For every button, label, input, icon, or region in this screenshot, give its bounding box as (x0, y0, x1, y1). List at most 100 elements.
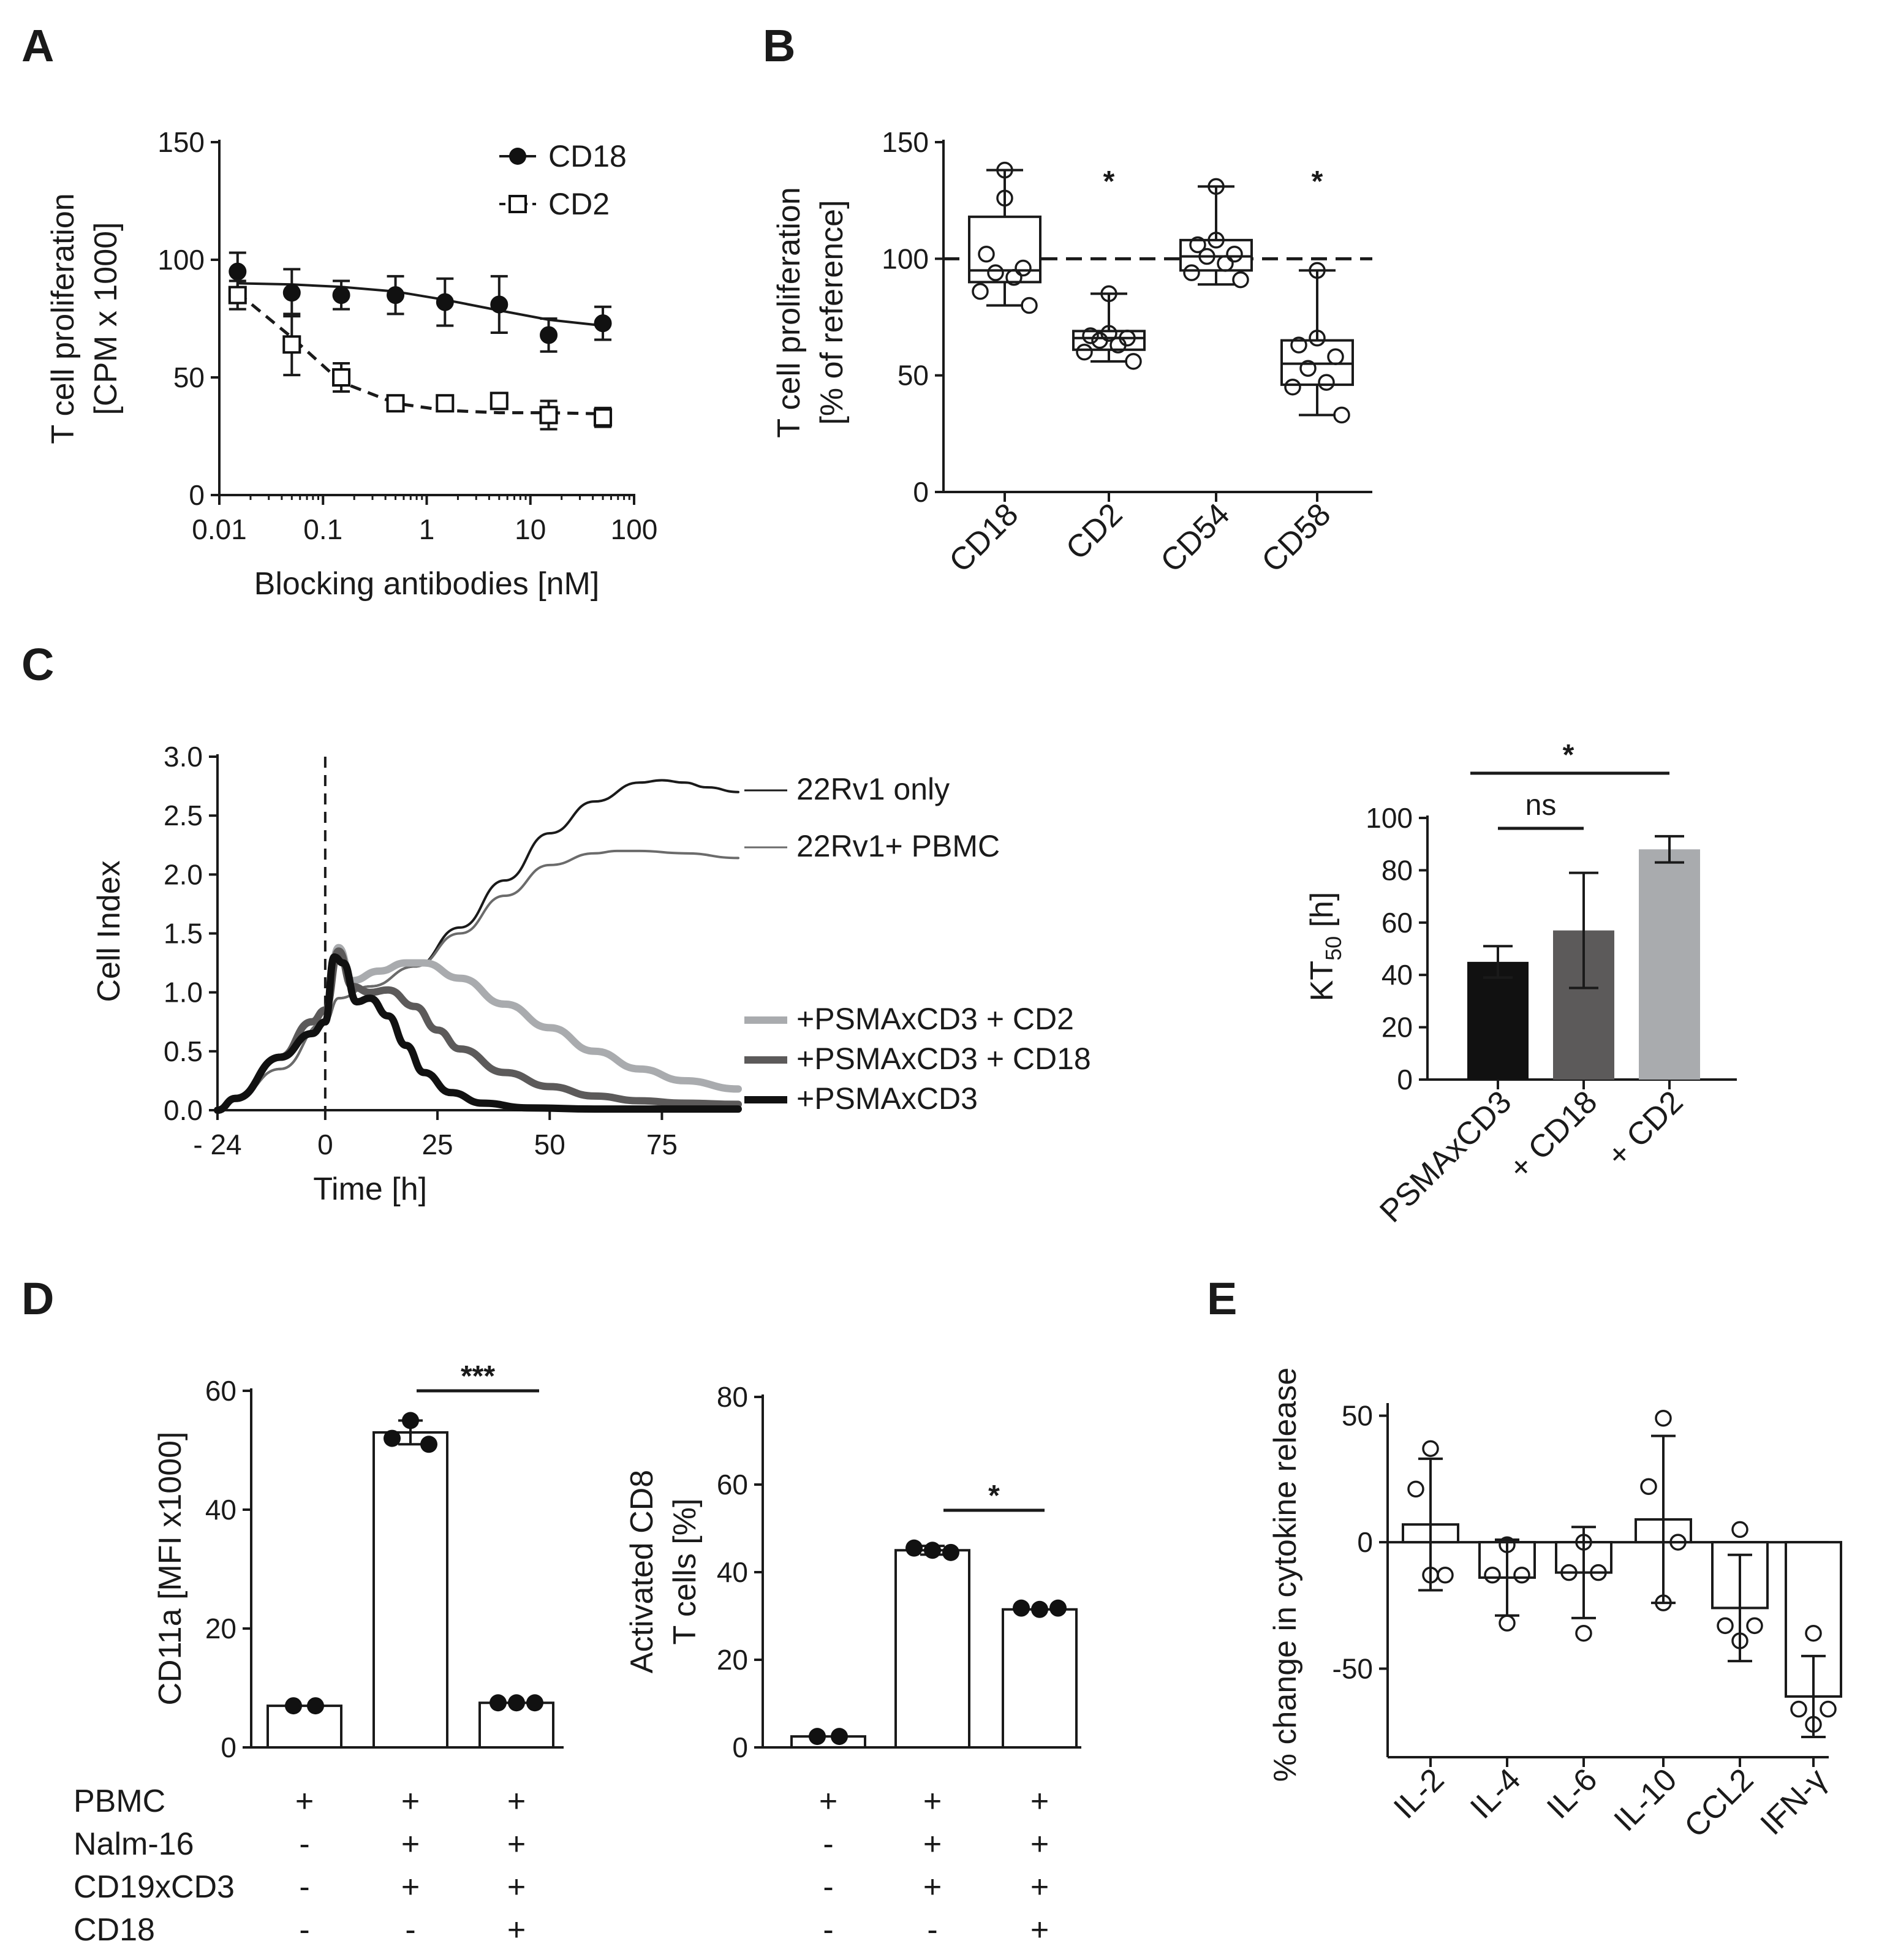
a-point-cd2 (228, 286, 247, 305)
b-point (987, 264, 1004, 281)
d2-point (831, 1728, 848, 1746)
c1-series-line (216, 849, 739, 1111)
c1-y-tick-label: 3.0 (164, 741, 203, 773)
c2-y-label: KT50 [h] (1304, 892, 1346, 1002)
d2-bar (1002, 1608, 1078, 1749)
d1-point (384, 1429, 401, 1447)
condition-mark: + (507, 1912, 526, 1948)
e-point (1655, 1410, 1672, 1427)
a-point-cd2 (539, 406, 558, 425)
b-point (1082, 327, 1099, 344)
conditions-table: PBMC Nalm-16 CD19xCD3 CD18 + - - - + + + - + + + + + - - - +… (74, 1784, 1049, 1948)
c1-legend-label: +PSMAxCD3 + CD18 (796, 1042, 1091, 1076)
d1-point (490, 1694, 507, 1712)
a-point-cd2 (436, 394, 455, 413)
condition-mark: - (927, 1912, 937, 1948)
b-x-tick-label: CD54 (1154, 496, 1236, 579)
d1-point (307, 1697, 324, 1715)
b-point (1284, 378, 1301, 396)
d2-bar (790, 1735, 866, 1749)
b-point (1208, 178, 1225, 195)
c2-x-tick-label: PSMAxCD3 (1373, 1084, 1518, 1229)
c2-y-tick-label: 60 (1382, 907, 1413, 939)
b-point (1189, 236, 1206, 254)
e-y-tick-label: -50 (1332, 1653, 1373, 1685)
condition-mark: + (295, 1784, 314, 1819)
c2-comparison-label-ns: ns (1525, 789, 1557, 822)
b-y-label-2: [% of reference] (814, 200, 850, 425)
d1-y-tick-label: 40 (205, 1494, 236, 1526)
c1-y-label: Cell Index (91, 860, 127, 1002)
b-x-tick-label: CD58 (1255, 496, 1337, 579)
e-point (1669, 1534, 1687, 1551)
d1-point (526, 1694, 543, 1712)
condition-mark: - (823, 1826, 833, 1862)
b-point (1217, 255, 1234, 272)
e-point (1422, 1440, 1439, 1458)
d2-bar (894, 1549, 970, 1749)
condition-mark: + (507, 1784, 526, 1819)
a-y-label: T cell proliferation (45, 193, 81, 444)
d1-bar (266, 1705, 342, 1749)
e-x-tick-label: IL-4 (1464, 1761, 1527, 1825)
c1-y-tick-label: 0.0 (164, 1094, 203, 1126)
c1-x-label: Time [h] (313, 1171, 427, 1207)
a-x-label: Blocking antibodies [nM] (254, 566, 600, 602)
d1-y-tick-label: 0 (221, 1731, 236, 1763)
a-point-cd18 (436, 293, 454, 311)
c1-x-tick-label: 25 (421, 1129, 453, 1160)
c2-x-tick-label: + CD18 (1502, 1084, 1605, 1186)
d1-point (420, 1436, 437, 1453)
chart-c-kt50: 0 20 40 60 80 100 KT50 [h] PSMAxCD3+ CD18+ CD2 n… (1304, 739, 1737, 1230)
c1-x-tick-label: 50 (534, 1129, 565, 1160)
c1-x-tick-label: - 24 (193, 1129, 241, 1160)
e-point (1805, 1624, 1822, 1642)
e-point (1499, 1536, 1516, 1553)
e-point (1560, 1564, 1578, 1581)
condition-mark: - (299, 1912, 309, 1948)
panel-label-e: E (1207, 1273, 1237, 1324)
condition-mark: + (1030, 1784, 1049, 1819)
condition-row-label: CD18 (74, 1912, 155, 1948)
b-point (1125, 353, 1142, 370)
b-point (1299, 360, 1317, 377)
b-point (1290, 336, 1307, 354)
condition-mark: - (299, 1826, 309, 1862)
b-point (1232, 271, 1249, 289)
condition-mark: + (401, 1784, 420, 1819)
c2-y-tick-label: 80 (1382, 854, 1413, 886)
c2-y-tick-label: 40 (1382, 959, 1413, 991)
b-point (1327, 348, 1344, 365)
c1-legend-label: +PSMAxCD3 + CD2 (796, 1002, 1074, 1036)
a-point-cd18 (282, 284, 301, 302)
e-point (1590, 1564, 1607, 1581)
e-point (1655, 1594, 1672, 1611)
b-point (1109, 336, 1127, 354)
a-y-label-2: [CPM x 1000] (88, 222, 124, 415)
panel-label-b: B (763, 20, 795, 71)
e-point (1484, 1566, 1501, 1584)
b-y-tick-label: 150 (882, 126, 929, 158)
e-point (1437, 1566, 1454, 1584)
e-x-tick-label: IL-2 (1387, 1761, 1451, 1825)
c1-legend-label: 22Rv1+ PBMC (796, 829, 1000, 863)
condition-mark: - (823, 1912, 833, 1948)
b-point (1005, 269, 1022, 286)
a-x-tick-label: 1 (419, 513, 435, 545)
e-point (1717, 1617, 1734, 1635)
d2-point (1049, 1599, 1067, 1617)
e-x-tick-label: CCL2 (1677, 1761, 1760, 1844)
b-x-tick-label: CD2 (1059, 496, 1130, 567)
c1-legend-label: +PSMAxCD3 (796, 1081, 978, 1116)
d1-y-tick-label: 60 (205, 1375, 236, 1407)
a-point-cd2 (332, 368, 351, 387)
d2-y-tick-label: 20 (717, 1644, 748, 1676)
b-point (996, 189, 1013, 207)
b-point (1208, 232, 1225, 249)
e-point (1790, 1700, 1807, 1718)
condition-mark: + (1030, 1912, 1049, 1948)
condition-mark: + (819, 1784, 837, 1819)
e-point (1499, 1614, 1516, 1632)
a-y-tick-label: 100 (157, 244, 205, 276)
panel-label-d: D (21, 1273, 54, 1324)
